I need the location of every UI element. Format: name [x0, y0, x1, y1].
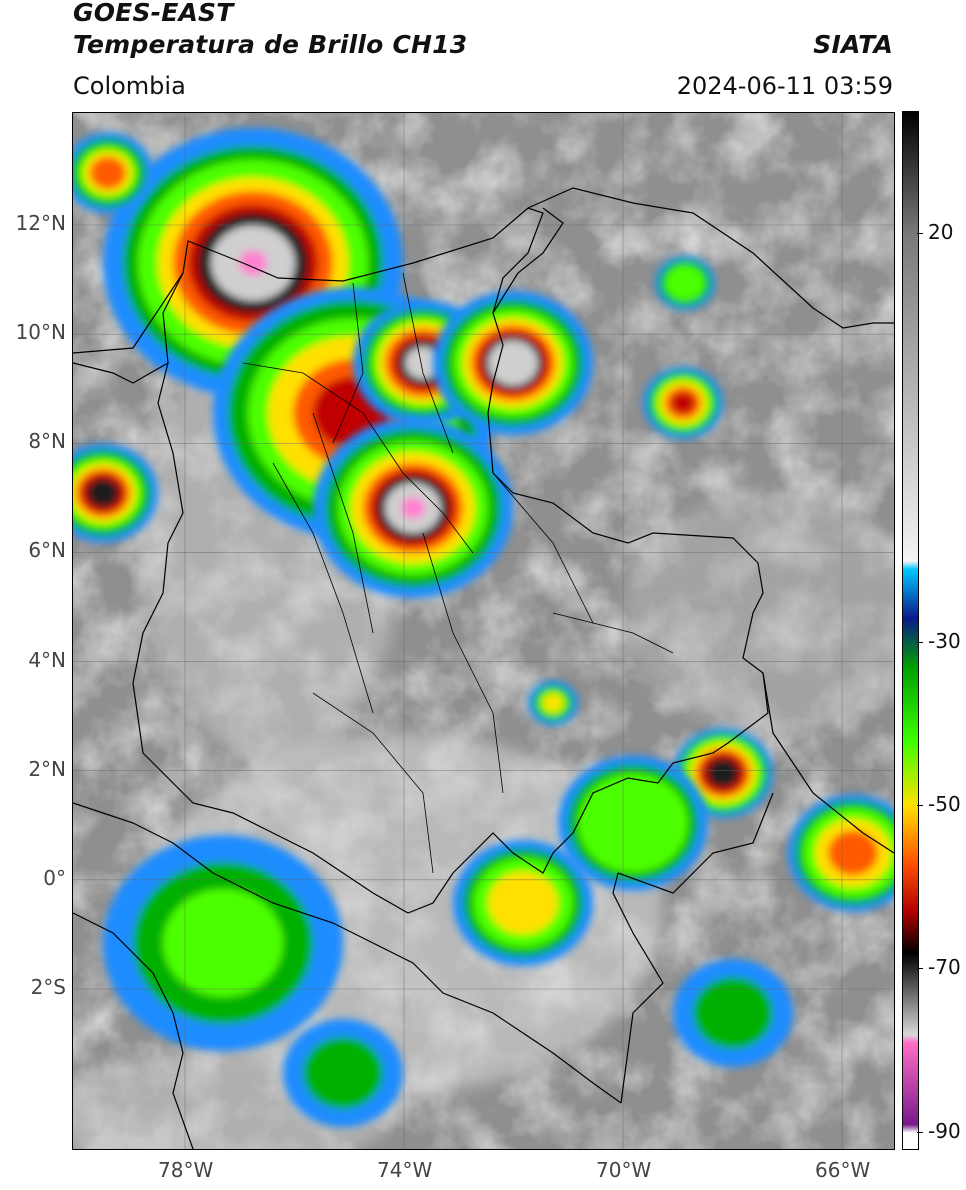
- storm-ring: [163, 889, 283, 997]
- latitude-label: 10°N: [15, 320, 66, 345]
- storm-cell: [433, 291, 593, 435]
- brazil-border: [617, 792, 774, 894]
- colorbar-tick: [917, 968, 923, 970]
- panama-coast: [73, 362, 169, 384]
- storm-ring: [405, 346, 441, 380]
- convective-storms: [73, 128, 894, 1127]
- storm-cell: [643, 367, 723, 439]
- latitude-label: 2°S: [30, 975, 66, 999]
- caribbean-coast: [73, 272, 184, 354]
- colorbar-label: -30: [928, 628, 961, 653]
- storm-ring: [665, 265, 705, 301]
- latitude-label: 12°N: [15, 211, 66, 235]
- title-line1: GOES-EAST: [73, 0, 234, 27]
- storm-cell: [673, 959, 793, 1067]
- latitude-label: 0°: [43, 865, 66, 890]
- ecuador-peru-border: [132, 822, 622, 1104]
- datetime-label: 2024-06-11 03:59: [676, 72, 893, 100]
- colorbar-label: -50: [928, 792, 961, 817]
- colorbar-tick: [917, 233, 923, 235]
- colorbar-label: -70: [928, 955, 961, 980]
- storm-ring: [90, 156, 126, 190]
- org-label: SIATA: [813, 30, 893, 59]
- storm-ring: [488, 871, 558, 935]
- storm-ring: [543, 694, 563, 712]
- storm-cell: [103, 835, 343, 1051]
- storm-ring: [578, 773, 688, 873]
- latitude-label: 4°N: [28, 647, 66, 672]
- storm-ring: [707, 758, 739, 788]
- storm-ring: [671, 392, 695, 414]
- colorbar-label: -90: [928, 1118, 961, 1143]
- colorbar-label: 20: [928, 220, 954, 245]
- storm-ring: [239, 250, 267, 276]
- satellite-map-canvas: [73, 113, 894, 1149]
- latitude-label: 6°N: [28, 538, 66, 563]
- storm-cell: [73, 132, 153, 214]
- storm-ring: [87, 478, 119, 508]
- storm-ring: [828, 830, 878, 876]
- storm-cell: [528, 680, 578, 726]
- venezuela-inner-border: [762, 672, 894, 854]
- storm-cell: [283, 1019, 403, 1127]
- satellite-map[interactable]: [72, 112, 895, 1150]
- political-borders: [73, 187, 894, 1149]
- storm-cell: [788, 794, 894, 912]
- storm-cell: [453, 840, 593, 966]
- storm-ring: [488, 340, 538, 386]
- venezuela-border: [527, 187, 894, 329]
- dept-lines: [242, 272, 674, 874]
- storm-ring: [693, 977, 773, 1049]
- colorbar: [902, 111, 919, 1150]
- storm-cell: [673, 728, 773, 818]
- longitude-label: 70°W: [596, 1158, 652, 1182]
- sw-coast: [73, 802, 194, 1149]
- storm-cell: [313, 418, 513, 598]
- colorbar-tick: [917, 805, 923, 807]
- graticule: [73, 113, 894, 1149]
- storm-ring: [401, 497, 425, 519]
- longitude-label: 74°W: [377, 1158, 433, 1182]
- storm-cell: [73, 443, 158, 543]
- longitude-label: 78°W: [158, 1158, 214, 1182]
- guajira-coast: [492, 207, 564, 314]
- colombia-border: [132, 207, 769, 914]
- region-label: Colombia: [73, 72, 186, 100]
- storm-cell: [558, 755, 708, 891]
- longitude-label: 66°W: [815, 1158, 871, 1182]
- peru-brazil-border: [612, 872, 664, 1104]
- colorbar-tick: [917, 1131, 923, 1133]
- colorbar-tick: [917, 641, 923, 643]
- title-line2: Temperatura de Brillo CH13: [73, 30, 468, 59]
- storm-ring: [303, 1037, 383, 1109]
- latitude-label: 2°N: [28, 756, 66, 781]
- latitude-label: 8°N: [28, 429, 66, 454]
- storm-cell: [655, 256, 715, 310]
